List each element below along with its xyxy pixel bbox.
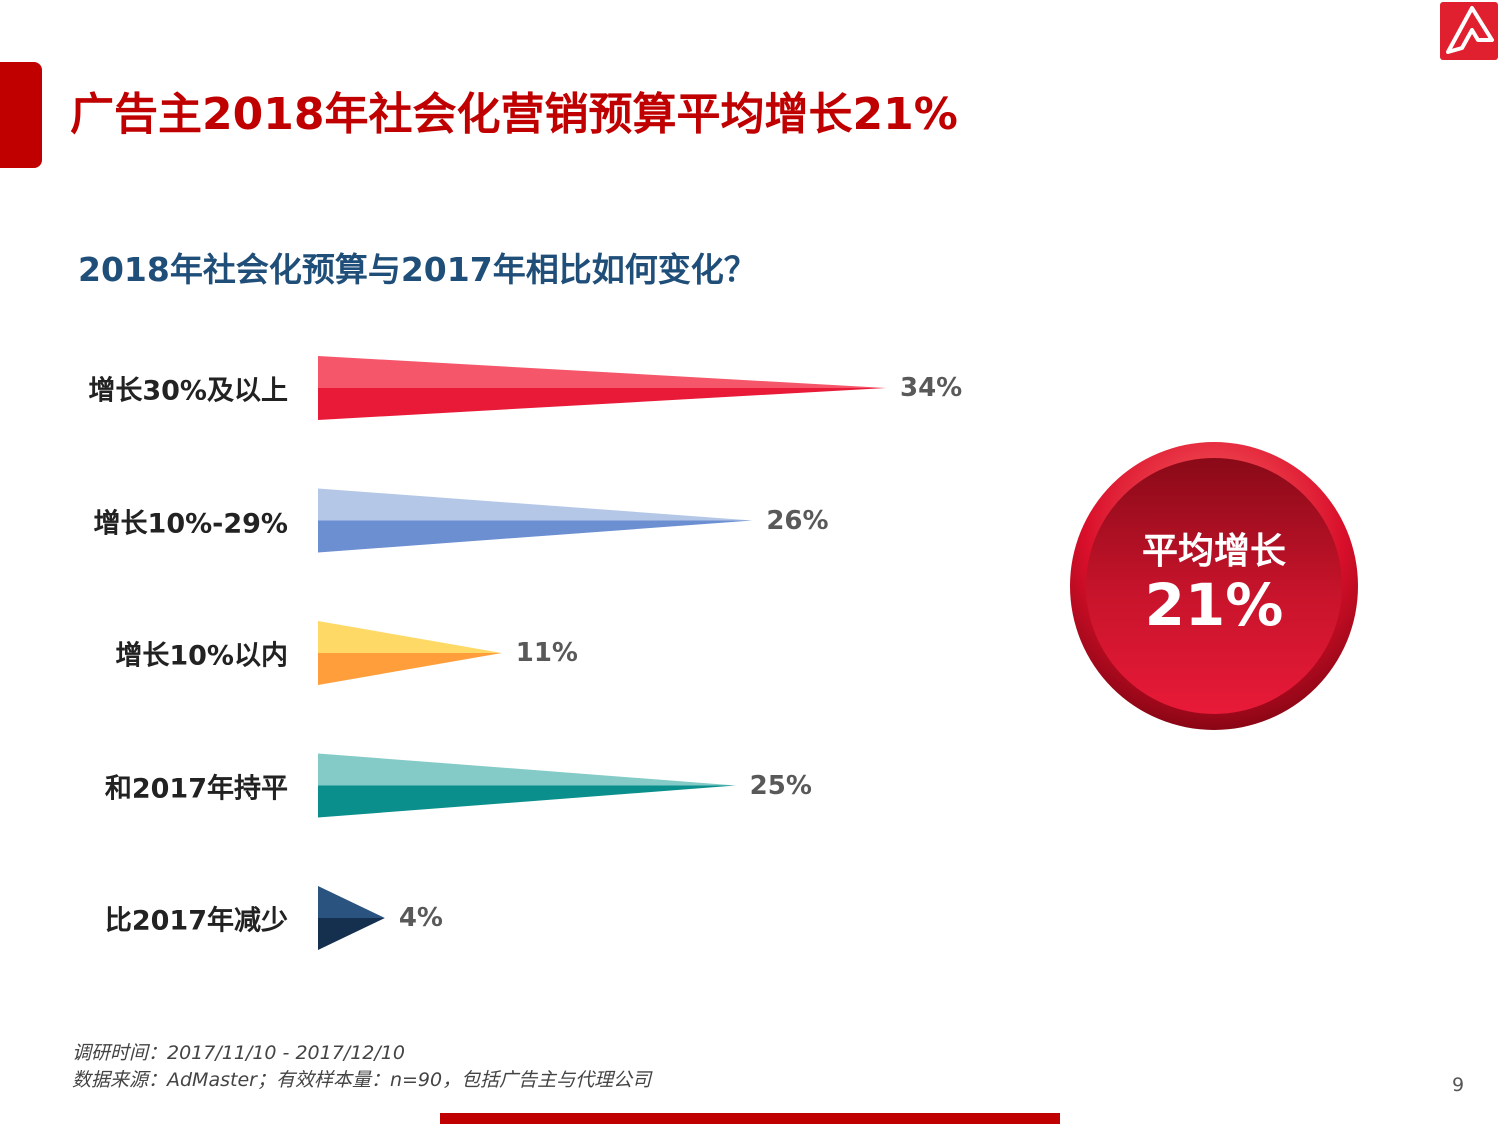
category-label: 和2017年持平 — [104, 773, 288, 804]
bar-bottom-4 — [318, 918, 385, 950]
bar-bottom-1 — [318, 520, 753, 553]
funnel-bar-chart — [318, 356, 886, 950]
page-title: 广告主2018年社会化营销预算平均增长21% — [70, 89, 958, 140]
bar-top-3 — [318, 753, 736, 786]
category-label: 增长10%-29% — [93, 508, 288, 539]
bar-top-1 — [318, 488, 753, 521]
category-label: 增长10%以内 — [115, 640, 288, 672]
bar-top-2 — [318, 621, 502, 653]
logo-icon — [1440, 2, 1498, 60]
bar-top-4 — [318, 886, 385, 918]
value-label: 34% — [900, 373, 963, 403]
value-label: 25% — [749, 770, 812, 801]
category-label: 增长30%及以上 — [88, 375, 288, 407]
average-growth-badge — [1070, 442, 1358, 730]
value-label: 11% — [515, 638, 578, 668]
bar-bottom-2 — [318, 653, 502, 685]
data-source-note: 数据来源：AdMaster；有效样本量：n=90，包括广告主与代理公司 — [72, 1069, 652, 1091]
footer-accent-bar — [440, 1113, 1060, 1124]
category-label: 比2017年减少 — [104, 905, 288, 937]
title-accent-tab — [0, 62, 42, 168]
page-number: 9 — [1452, 1074, 1465, 1096]
footnotes: 调研时间：2017/11/10 - 2017/12/10 数据来源：AdMast… — [72, 1040, 651, 1094]
badge-text: 平均增长 21% — [1068, 440, 1360, 732]
survey-time-note: 调研时间：2017/11/10 - 2017/12/10 — [72, 1042, 405, 1064]
bar-bottom-0 — [318, 388, 886, 420]
value-label: 4% — [398, 903, 443, 933]
bar-bottom-3 — [318, 785, 736, 818]
chart-title: 2018年社会化预算与2017年相比如何变化？ — [78, 250, 757, 289]
badge-label: 平均增长 — [1141, 531, 1286, 573]
badge-value: 21% — [1144, 571, 1284, 640]
value-label: 26% — [766, 505, 829, 536]
bar-top-0 — [318, 356, 886, 388]
